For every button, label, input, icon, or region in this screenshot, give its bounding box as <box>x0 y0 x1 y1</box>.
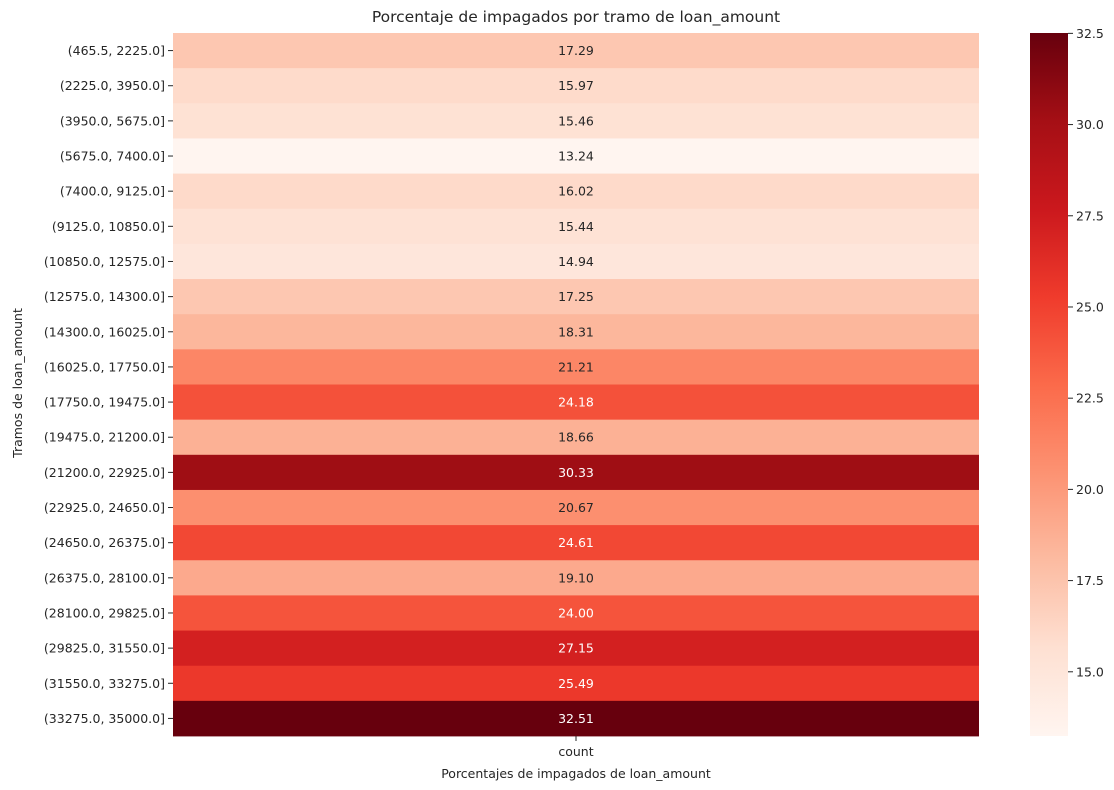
cell-value-label: 27.15 <box>558 641 594 656</box>
y-tick-label: (33275.0, 35000.0] <box>44 711 165 726</box>
y-tick-label: (16025.0, 17750.0] <box>44 359 165 374</box>
colorbar <box>1030 33 1068 736</box>
colorbar-tick-label: 22.5 <box>1076 391 1104 406</box>
cell-value-label: 25.49 <box>558 676 594 691</box>
cell-value-label: 15.46 <box>558 113 594 128</box>
heatmap-cell <box>173 489 979 526</box>
chart-title: Porcentaje de impagados por tramo de loa… <box>372 8 780 27</box>
cell-value-label: 21.21 <box>558 359 594 374</box>
y-tick-label: (465.5, 2225.0] <box>68 43 165 58</box>
x-axis-label: Porcentajes de impagados de loan_amount <box>441 766 711 781</box>
y-tick-labels: (465.5, 2225.0] (2225.0, 3950.0] (3950.0, … <box>44 43 173 726</box>
y-tick-label: (19475.0, 21200.0] <box>44 430 165 445</box>
colorbar-tick-label: 20.0 <box>1076 482 1104 497</box>
y-tick-label: (10850.0, 12575.0] <box>44 254 165 269</box>
y-tick-label: (26375.0, 28100.0] <box>44 570 165 585</box>
y-axis-label: Tramos de loan_amount <box>10 308 25 459</box>
heatmap-cell <box>173 349 979 385</box>
y-tick-label: (17750.0, 19475.0] <box>44 395 165 410</box>
cell-value-label: 13.24 <box>558 149 594 164</box>
y-tick-label: (7400.0, 9125.0] <box>60 184 165 199</box>
heatmap-cell <box>173 103 979 139</box>
cell-value-label: 30.33 <box>558 465 594 480</box>
colorbar-tick-label: 27.5 <box>1076 208 1104 223</box>
y-tick-label: (5675.0, 7400.0] <box>60 149 165 164</box>
cell-value-label: 15.97 <box>558 78 594 93</box>
heatmap-cell <box>173 700 979 737</box>
colorbar-tick-label: 30.0 <box>1076 117 1104 132</box>
cell-value-label: 18.66 <box>558 430 594 445</box>
cell-value-label: 19.10 <box>558 570 594 585</box>
cell-value-label: 16.02 <box>558 184 594 199</box>
y-tick-label: (29825.0, 31550.0] <box>44 641 165 656</box>
cell-value-label: 24.18 <box>558 395 594 410</box>
heatmap-cell <box>173 454 979 491</box>
cell-value-label: 17.25 <box>558 289 594 304</box>
x-tick-label: count <box>558 744 593 759</box>
heatmap-cell <box>173 560 979 596</box>
heatmap-cell <box>173 630 979 667</box>
y-tick-label: (28100.0, 29825.0] <box>44 605 165 620</box>
colorbar-tick-label: 17.5 <box>1076 573 1104 588</box>
cell-value-label: 20.67 <box>558 500 594 515</box>
colorbar-tick-label: 32.5 <box>1076 26 1104 41</box>
colorbar-tick-label: 25.0 <box>1076 299 1104 314</box>
y-tick-label: (14300.0, 16025.0] <box>44 324 165 339</box>
heatmap-cell <box>173 384 979 421</box>
y-tick-label: (22925.0, 24650.0] <box>44 500 165 515</box>
heatmap-cell <box>173 138 979 174</box>
heatmap-cell <box>173 173 979 210</box>
y-tick-label: (24650.0, 26375.0] <box>44 535 165 550</box>
y-tick-label: (31550.0, 33275.0] <box>44 676 165 691</box>
heatmap-cell <box>173 419 979 456</box>
cell-value-label: 24.61 <box>558 535 594 550</box>
y-tick-label: (2225.0, 3950.0] <box>60 78 165 93</box>
cell-value-label: 24.00 <box>558 605 594 620</box>
cell-value-label: 18.31 <box>558 324 594 339</box>
heatmap-cell <box>173 208 979 245</box>
heatmap-cell <box>173 525 979 561</box>
cell-value-label: 15.44 <box>558 219 594 234</box>
heatmap-cell <box>173 243 979 280</box>
cell-value-label: 17.29 <box>558 43 594 58</box>
cell-value-label: 32.51 <box>558 711 594 726</box>
heatmap-cell <box>173 279 979 315</box>
colorbar-ticks: 15.0 17.5 20.0 22.5 25.0 27.5 30.0 32.5 <box>1068 26 1104 679</box>
heatmap-cell <box>173 314 979 350</box>
heatmap-cell <box>173 68 979 104</box>
cell-value-label: 14.94 <box>558 254 594 269</box>
heatmap-cell <box>173 595 979 631</box>
colorbar-tick-label: 15.0 <box>1076 664 1104 679</box>
heatmap-cells: 17.29 15.97 15.46 13.24 16.02 15.44 14.94 17.25… <box>173 33 979 737</box>
y-tick-label: (12575.0, 14300.0] <box>44 289 165 304</box>
y-tick-label: (9125.0, 10850.0] <box>52 219 165 234</box>
heatmap-cell <box>173 665 979 702</box>
x-tick-labels: count <box>558 736 594 759</box>
y-tick-label: (21200.0, 22925.0] <box>44 465 165 480</box>
heatmap-cell <box>173 33 979 69</box>
y-tick-label: (3950.0, 5675.0] <box>60 113 165 128</box>
